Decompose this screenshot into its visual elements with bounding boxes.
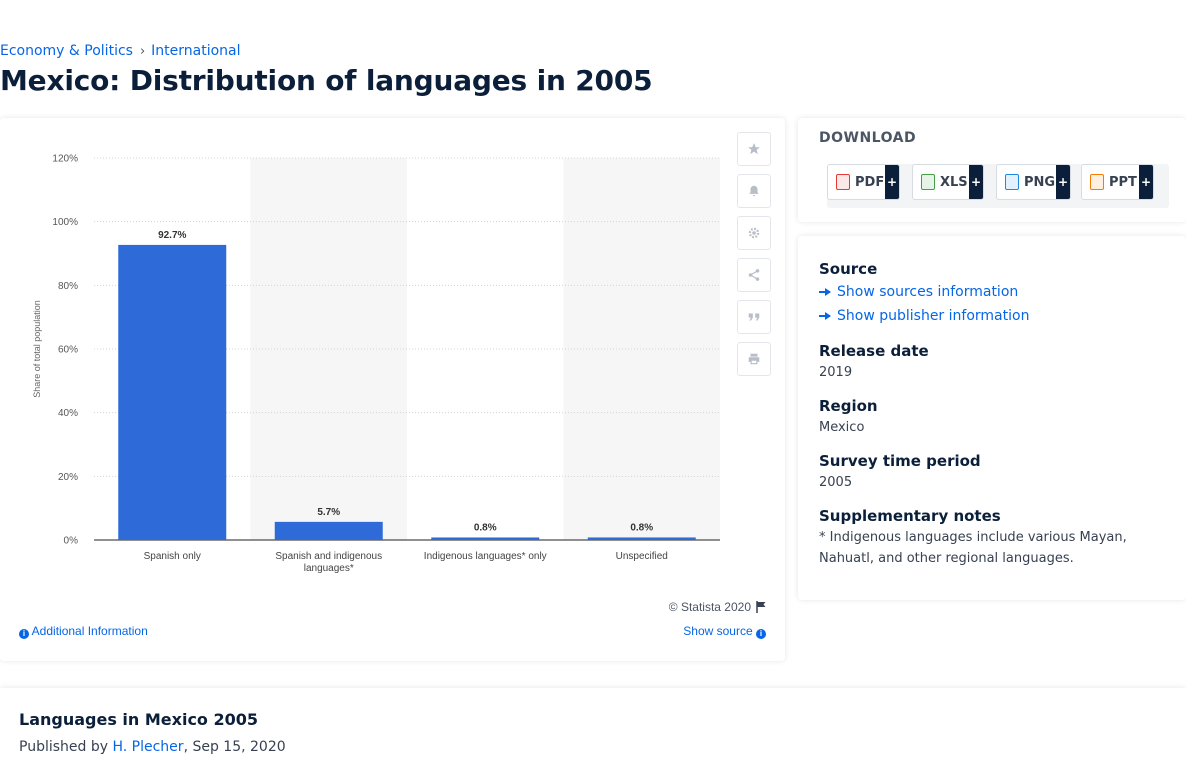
download-png-label: PNG xyxy=(1024,174,1056,190)
supplementary-notes-heading: Supplementary notes xyxy=(819,507,1001,525)
y-tick-label: 120% xyxy=(52,154,78,165)
show-source-label: Show source xyxy=(683,624,753,638)
x-tick-label: Spanish and indigenous xyxy=(275,551,382,562)
show-sources-link[interactable]: Show sources information xyxy=(819,284,1018,300)
show-publisher-link[interactable]: Show publisher information xyxy=(819,308,1029,324)
download-xls-label: XLS xyxy=(940,174,968,190)
download-ppt-label: PPT xyxy=(1109,174,1137,190)
plus-icon: + xyxy=(1139,165,1153,199)
star-icon xyxy=(748,143,760,155)
print-button[interactable] xyxy=(737,342,771,376)
xls-file-icon xyxy=(921,174,935,190)
show-sources-label: Show sources information xyxy=(837,284,1019,300)
plus-icon: + xyxy=(1056,165,1070,199)
breadcrumb-international[interactable]: International xyxy=(151,43,241,59)
show-publisher-label: Show publisher information xyxy=(837,308,1030,324)
breadcrumb-economy-politics[interactable]: Economy & Politics xyxy=(0,43,133,59)
download-png-button[interactable]: PNG + xyxy=(996,164,1071,200)
page-title: Mexico: Distribution of languages in 200… xyxy=(0,64,653,97)
x-tick-label: languages* xyxy=(304,563,354,574)
breadcrumb-separator: › xyxy=(139,43,146,59)
x-tick-label: Spanish only xyxy=(144,551,201,562)
flag-icon[interactable] xyxy=(756,601,767,613)
y-tick-label: 60% xyxy=(58,345,78,356)
additional-information-link[interactable]: i Additional Information xyxy=(19,624,148,639)
png-file-icon xyxy=(1005,174,1019,190)
plus-icon: + xyxy=(885,165,899,199)
y-tick-label: 100% xyxy=(52,217,78,228)
plus-icon: + xyxy=(969,165,983,199)
supplementary-notes-value: * Indigenous languages include various M… xyxy=(819,530,1127,566)
copyright-notice: © Statista 2020 xyxy=(669,600,767,614)
quote-icon xyxy=(748,313,760,321)
bar xyxy=(118,244,227,540)
y-tick-label: 0% xyxy=(64,536,79,547)
copyright-text: © Statista 2020 xyxy=(668,600,751,614)
favorite-button[interactable] xyxy=(737,132,771,166)
source-heading: Source xyxy=(819,260,878,278)
download-buttons: PDF + XLS + PNG + PPT + xyxy=(827,164,1169,208)
x-tick-label: Unspecified xyxy=(616,551,668,562)
gear-icon xyxy=(748,227,760,239)
bar xyxy=(587,537,696,540)
y-axis-label: Share of total population xyxy=(32,300,42,398)
chart-panel: 0% 20% 40% 60% 80% 100% 120% Share of total pop… xyxy=(0,118,785,661)
statistic-details-panel: Source Show sources information Show pub… xyxy=(798,236,1186,600)
show-source-link[interactable]: Show source i xyxy=(683,624,766,639)
pdf-file-icon xyxy=(836,174,850,190)
release-date-value: 2019 xyxy=(819,365,853,380)
share-icon xyxy=(748,269,760,281)
published-by: Published by H. Plecher, Sep 15, 2020 xyxy=(19,739,286,755)
data-label: 5.7% xyxy=(317,507,340,518)
region-value: Mexico xyxy=(819,420,865,435)
article-header: Languages in Mexico 2005 Published by H.… xyxy=(0,688,1186,760)
notification-button[interactable] xyxy=(737,174,771,208)
arrow-right-icon xyxy=(819,287,832,297)
bar xyxy=(274,521,383,540)
info-icon: i xyxy=(19,629,29,639)
settings-button[interactable] xyxy=(737,216,771,250)
download-pdf-button[interactable]: PDF + xyxy=(827,164,900,200)
published-date: , Sep 15, 2020 xyxy=(183,739,286,755)
breadcrumb: Economy & Politics › International xyxy=(0,43,241,59)
data-label: 0.8% xyxy=(630,522,653,533)
ppt-file-icon xyxy=(1090,174,1104,190)
download-xls-button[interactable]: XLS + xyxy=(912,164,984,200)
data-label: 92.7% xyxy=(158,230,186,241)
release-date-heading: Release date xyxy=(819,342,929,360)
print-icon xyxy=(748,353,760,365)
data-label: 0.8% xyxy=(474,522,497,533)
download-panel: DOWNLOAD PDF + XLS + PNG + PPT + xyxy=(798,118,1186,222)
download-pdf-label: PDF xyxy=(855,174,885,190)
share-button[interactable] xyxy=(737,258,771,292)
cite-button[interactable] xyxy=(737,300,771,334)
x-tick-label: Indigenous languages* only xyxy=(424,551,547,562)
y-tick-label: 40% xyxy=(58,408,78,419)
author-link[interactable]: H. Plecher xyxy=(112,739,184,755)
download-ppt-button[interactable]: PPT + xyxy=(1081,164,1154,200)
arrow-right-icon xyxy=(819,311,832,321)
region-heading: Region xyxy=(819,397,878,415)
bar xyxy=(431,537,540,540)
chart-toolbar xyxy=(737,132,773,384)
survey-period-heading: Survey time period xyxy=(819,452,981,470)
survey-period-value: 2005 xyxy=(819,475,853,490)
y-tick-label: 80% xyxy=(58,281,78,292)
y-tick-label: 20% xyxy=(58,472,78,483)
info-icon: i xyxy=(756,629,766,639)
bar-chart: 0% 20% 40% 60% 80% 100% 120% Share of total pop… xyxy=(32,154,720,574)
article-title: Languages in Mexico 2005 xyxy=(19,710,259,729)
bell-icon xyxy=(749,185,759,197)
published-prefix: Published by xyxy=(19,739,113,755)
additional-information-label: Additional Information xyxy=(31,624,148,638)
download-title: DOWNLOAD xyxy=(819,130,917,146)
